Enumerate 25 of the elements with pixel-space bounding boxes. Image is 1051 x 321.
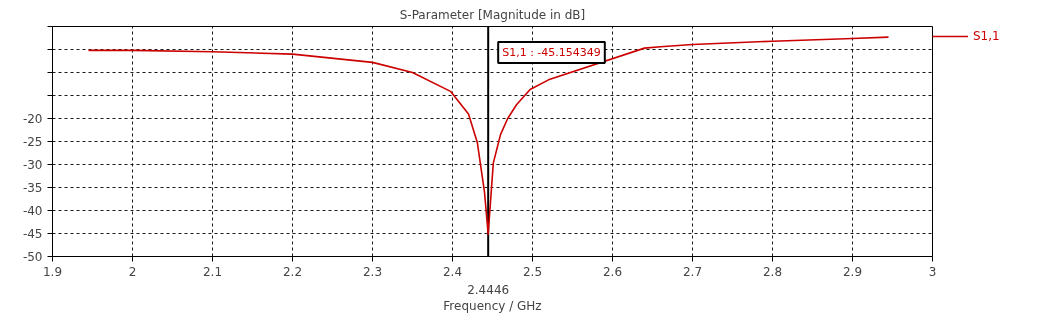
x-tick-label: 2.1 <box>202 264 223 279</box>
y-tick-label: -30 <box>22 158 43 172</box>
y-tick-label: -40 <box>22 204 43 218</box>
x-tick-label: 3 <box>928 264 937 279</box>
x-tick-label: 2.8 <box>762 264 783 279</box>
x-tick-label: 1.9 <box>42 264 63 279</box>
x-tick-label: 2.4 <box>442 264 463 279</box>
line-series <box>87 36 890 235</box>
x-tick-label: 2.6 <box>602 264 623 279</box>
ref-line-label: 2.4446 <box>467 282 510 297</box>
y-tick-label: -35 <box>22 181 43 195</box>
x-tick-label: 2.5 <box>522 264 543 279</box>
x-tick-label: 2.2 <box>282 264 303 279</box>
legend-label: S1,1 <box>973 29 1000 43</box>
x-tick-label: 2.7 <box>682 264 703 279</box>
y-tick-label: -45 <box>22 227 43 241</box>
x-tick-label: 2.9 <box>842 264 863 279</box>
x-tick-label: 2.3 <box>362 264 383 279</box>
annotation: S1,1 : -45.154349 <box>502 46 601 59</box>
y-tick-label: -50 <box>22 250 43 264</box>
chart-title: S-Parameter [Magnitude in dB] <box>399 7 586 22</box>
y-tick-label: -25 <box>22 135 43 149</box>
x-tick-label: 2 <box>128 264 137 279</box>
y-tick-label: -20 <box>22 112 43 126</box>
x-axis-title: Frequency / GHz <box>443 298 542 313</box>
